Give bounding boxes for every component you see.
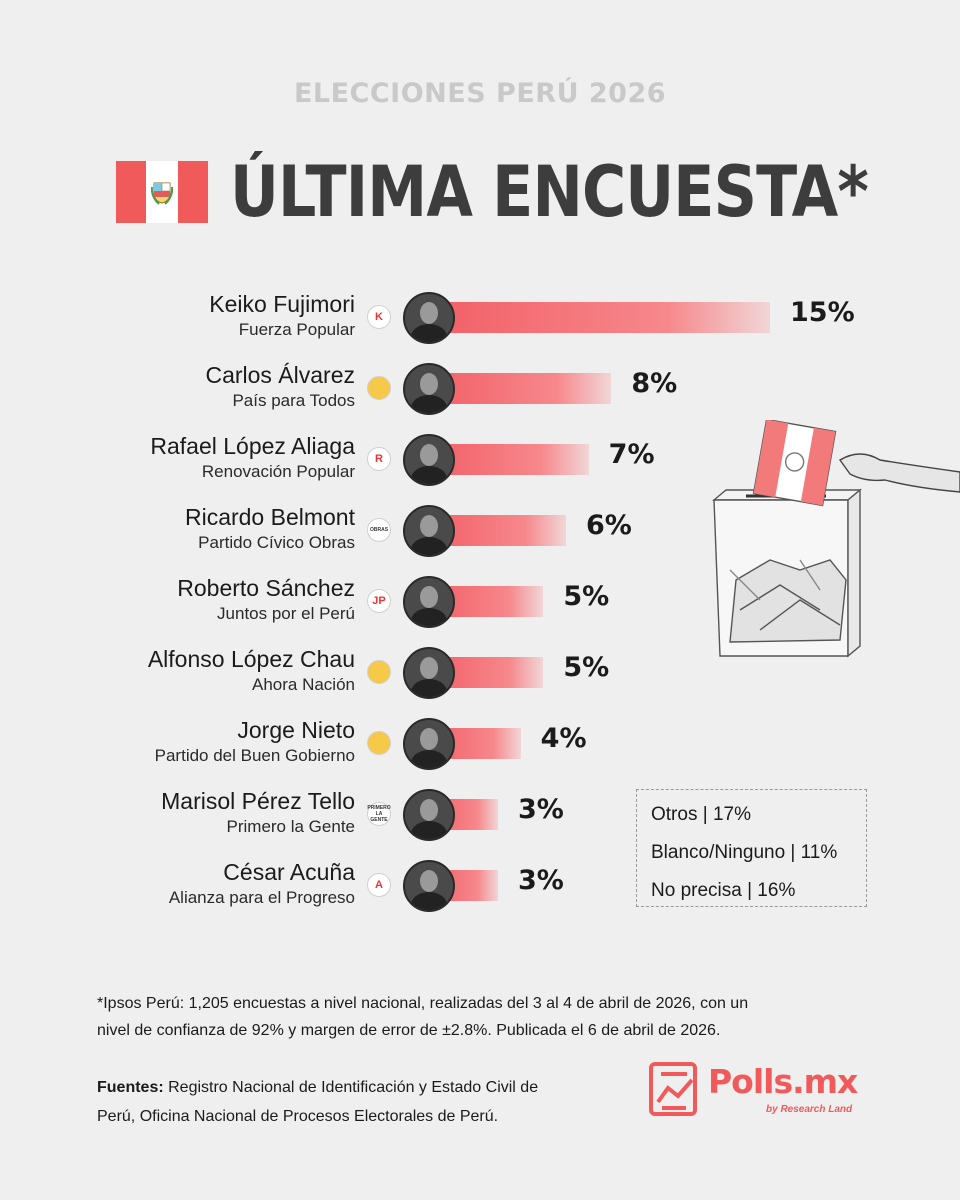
- candidate-avatar: [403, 860, 455, 912]
- candidate-party: Ahora Nación: [251, 675, 355, 694]
- candidate-avatar: [403, 363, 455, 415]
- candidate-avatar: [403, 292, 455, 344]
- candidate-party: Fuerza Popular: [238, 320, 355, 339]
- candidate-text: César Acuña Alianza para el Progreso: [169, 858, 355, 910]
- candidate-text: Rafael López Aliaga Renovación Popular: [150, 432, 355, 484]
- candidate-row: Jorge Nieto Partido del Buen Gobierno 4%: [0, 713, 960, 775]
- candidate-avatar: [403, 789, 455, 841]
- candidate-text: Keiko Fujimori Fuerza Popular: [209, 290, 355, 342]
- data-label: 3%: [518, 794, 564, 825]
- candidate-name: Alfonso López Chau: [147, 646, 355, 672]
- candidate-party: Renovación Popular: [201, 462, 355, 481]
- candidate-text: Ricardo Belmont Partido Cívico Obras: [185, 503, 355, 555]
- party-logo-icon: [367, 731, 391, 755]
- data-label: 5%: [563, 581, 610, 612]
- candidate-row: César Acuña Alianza para el Progreso A 3%: [0, 855, 960, 917]
- candidate-avatar: [403, 434, 455, 486]
- candidate-text: Jorge Nieto Partido del Buen Gobierno: [155, 716, 355, 768]
- candidate-party: Juntos por el Perú: [217, 604, 355, 623]
- sources-body: Registro Nacional de Identificación y Es…: [97, 1079, 539, 1125]
- undecided-item: No precisa | 16%: [651, 880, 796, 901]
- title-row: ÚLTIMA ENCUESTA*: [116, 150, 960, 234]
- party-logo-icon: R: [367, 447, 391, 471]
- party-logo-icon: OBRAS: [367, 518, 391, 542]
- party-logo-icon: JP: [367, 589, 391, 613]
- candidate-name: Ricardo Belmont: [184, 504, 355, 530]
- candidate-row: Ricardo Belmont Partido Cívico Obras OBRAS…: [0, 500, 960, 562]
- candidate-row: Marisol Pérez Tello Primero la Gente PRIME…: [0, 784, 960, 846]
- party-logo-icon: K: [367, 305, 391, 329]
- data-label: 6%: [586, 510, 632, 541]
- sources-text: Fuentes: Registro Nacional de Identifica…: [97, 1073, 557, 1131]
- candidate-name: Jorge Nieto: [237, 717, 355, 743]
- candidate-avatar: [403, 718, 455, 770]
- candidate-row: Keiko Fujimori Fuerza Popular K 15%: [0, 287, 960, 349]
- bar: [430, 373, 612, 404]
- candidate-row: Carlos Álvarez País para Todos 8%: [0, 358, 960, 420]
- candidate-name: César Acuña: [223, 859, 355, 885]
- candidate-name: Roberto Sánchez: [177, 575, 355, 601]
- bar: [430, 444, 589, 475]
- others-box: Otros | 17% Blanco/Ninguno | 11% No prec…: [636, 789, 867, 907]
- data-label: 5%: [563, 652, 610, 683]
- data-label: 15%: [790, 297, 855, 328]
- sources-label: Fuentes:: [97, 1079, 164, 1096]
- candidate-party: Primero la Gente: [226, 817, 356, 836]
- candidate-name: Carlos Álvarez: [205, 362, 355, 388]
- candidate-text: Roberto Sánchez Juntos por el Perú: [177, 574, 355, 626]
- candidate-party: País para Todos: [232, 391, 355, 410]
- polls-mx-logo-icon: [649, 1062, 697, 1116]
- page-title: ÚLTIMA ENCUESTA*: [230, 151, 869, 233]
- ballot-box-illustration: [712, 420, 960, 658]
- bar: [430, 302, 770, 333]
- candidate-text: Carlos Álvarez País para Todos: [205, 361, 355, 413]
- party-logo-icon: [367, 660, 391, 684]
- peru-coat-of-arms-icon: [151, 182, 173, 205]
- data-label: 7%: [608, 439, 655, 470]
- blank-none-item: Blanco/Ninguno | 11%: [651, 842, 838, 863]
- candidate-avatar: [403, 505, 455, 557]
- candidate-avatar: [403, 647, 455, 699]
- brand-subtitle: by Research Land: [766, 1104, 853, 1115]
- candidate-party: Partido Cívico Obras: [198, 533, 355, 552]
- page-kicker: ELECCIONES PERÚ 2026: [293, 78, 667, 109]
- candidate-name: Rafael López Aliaga: [150, 433, 355, 459]
- candidate-text: Marisol Pérez Tello Primero la Gente: [161, 787, 355, 839]
- candidate-avatar: [403, 576, 455, 628]
- candidate-party: Partido del Buen Gobierno: [154, 746, 355, 765]
- data-label: 3%: [518, 865, 564, 896]
- candidate-name: Marisol Pérez Tello: [161, 788, 355, 814]
- data-label: 8%: [631, 368, 678, 399]
- party-logo-icon: [367, 376, 391, 400]
- data-label: 4%: [540, 723, 587, 754]
- candidate-row: Alfonso López Chau Ahora Nación 5%: [0, 642, 960, 704]
- brand-name: Polls.mx: [708, 1062, 858, 1101]
- survey-footnote: *Ipsos Perú: 1,205 encuestas a nivel nac…: [97, 995, 749, 1039]
- candidate-name: Keiko Fujimori: [209, 291, 355, 317]
- polls-mx-brand: Polls.mx by Research Land: [648, 1058, 868, 1128]
- candidate-text: Alfonso López Chau Ahora Nación: [148, 645, 355, 697]
- party-logo-icon: A: [367, 873, 391, 897]
- candidate-party: Alianza para el Progreso: [168, 888, 355, 907]
- candidate-row: Rafael López Aliaga Renovación Popular R 7%: [0, 429, 960, 491]
- party-logo-icon: PRIMERO LA GENTE: [367, 802, 391, 826]
- others-item: Otros | 17%: [651, 804, 751, 825]
- peru-flag-icon: [116, 161, 208, 223]
- candidate-row: Roberto Sánchez Juntos por el Perú JP 5%: [0, 571, 960, 633]
